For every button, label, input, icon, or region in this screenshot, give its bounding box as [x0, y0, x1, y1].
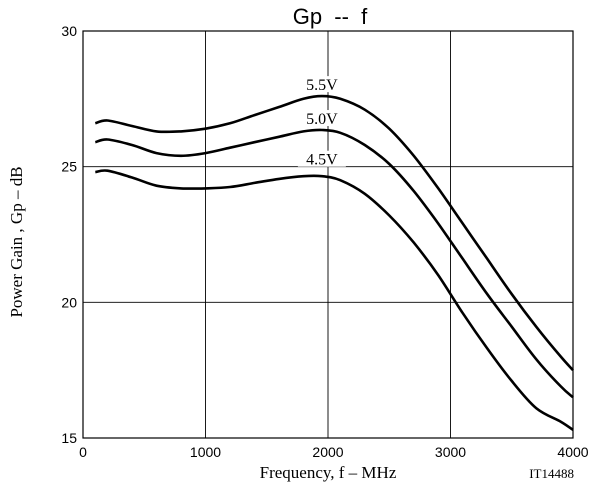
- x-tick-label: 3000: [435, 444, 466, 460]
- series-line-5-5v: [94, 94, 574, 372]
- y-tick-label: 20: [61, 294, 77, 310]
- tick-labels: 0 1000 2000 3000 4000 15 20 25 30: [61, 23, 588, 460]
- series-label-background: [297, 76, 346, 93]
- x-tick-label: 0: [79, 444, 87, 460]
- chart-title: Gp -- f: [293, 4, 368, 29]
- series-line-5-0v: [94, 128, 574, 399]
- series-label-background: [297, 150, 346, 167]
- series-label: 5.5V: [306, 77, 338, 94]
- figure-code: IT14488: [529, 466, 574, 481]
- y-axis-label: Power Gain , Gp – dB: [7, 166, 26, 317]
- x-axis-label: Frequency, f – MHz: [260, 463, 397, 482]
- series-lines: [94, 94, 574, 431]
- y-tick-label: 30: [61, 23, 77, 39]
- y-tick-label: 25: [61, 159, 77, 175]
- x-tick-label: 2000: [312, 444, 343, 460]
- y-tick-label: 15: [61, 430, 77, 446]
- x-tick-label: 4000: [557, 444, 588, 460]
- series-label: 5.0V: [306, 111, 338, 128]
- series-labels: 5.5V 5.0V 4.5V: [297, 76, 346, 169]
- series-label: 4.5V: [306, 152, 338, 169]
- x-tick-label: 1000: [190, 444, 221, 460]
- series-label-background: [297, 110, 346, 127]
- plot-frame: [82, 30, 574, 439]
- series-line-4-5v: [95, 169, 574, 431]
